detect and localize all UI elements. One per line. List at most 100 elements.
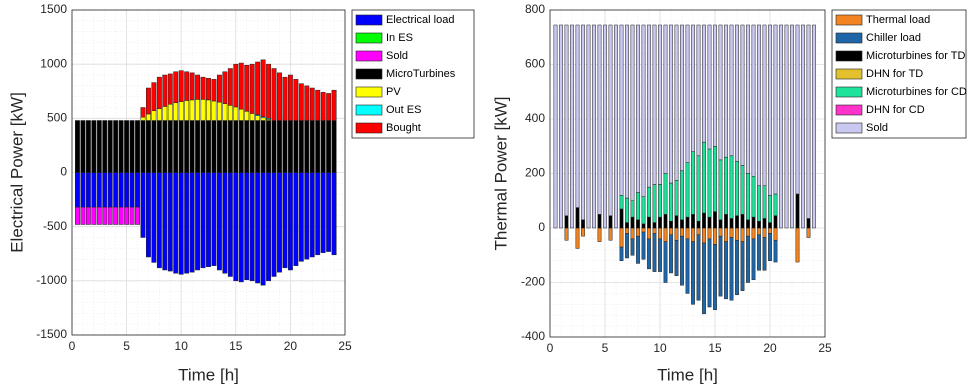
bar-segment — [222, 120, 228, 173]
bar-segment — [266, 63, 271, 119]
bar-segment — [211, 172, 217, 266]
bar-segment — [140, 172, 146, 238]
bar-segment — [244, 111, 250, 121]
bar-segment — [178, 70, 184, 102]
bar-segment — [184, 172, 190, 274]
bar-segment — [724, 24, 728, 158]
bar-segment — [167, 120, 173, 173]
bar-segment — [685, 216, 690, 229]
legend-swatch — [355, 68, 383, 80]
y-tick-label: 800 — [525, 2, 545, 16]
bar-segment — [260, 120, 266, 173]
bar-segment — [575, 227, 580, 249]
bar-segment — [680, 235, 684, 286]
bar-segment — [696, 220, 701, 229]
bar-segment — [619, 246, 624, 261]
bar-segment — [151, 82, 157, 112]
bar-segment — [266, 120, 271, 173]
bar-segment — [625, 197, 629, 223]
legend-label: Microturbines for CD — [866, 86, 967, 98]
bar-segment — [718, 235, 723, 297]
bar-segment — [581, 24, 585, 221]
bar-segment — [271, 172, 277, 277]
bar-segment — [271, 68, 277, 121]
bar-segment — [773, 227, 778, 241]
bar-segment — [669, 24, 673, 184]
bar-segment — [195, 74, 201, 100]
bar-segment — [619, 227, 624, 248]
y-tick-label: 1500 — [40, 2, 67, 16]
bar-segment — [91, 206, 97, 225]
bar-segment — [227, 120, 233, 173]
legend-swatch — [835, 86, 863, 98]
bar-segment — [233, 63, 239, 108]
bar-segment — [189, 99, 195, 121]
bar-segment — [608, 215, 613, 229]
bar-segment — [674, 227, 679, 241]
bar-segment — [614, 24, 618, 229]
y-axis-label: Electrical Power [kW] — [7, 92, 26, 253]
x-tick-label: 25 — [338, 339, 352, 353]
bar-segment — [298, 120, 304, 173]
bar-segment — [244, 120, 250, 173]
bar-segment — [85, 120, 91, 173]
bar-segment — [592, 24, 596, 229]
bar-segment — [320, 120, 326, 173]
bar-segment — [129, 172, 135, 208]
bar-segment — [768, 227, 772, 234]
bar-segment — [293, 79, 299, 121]
bar-segment — [729, 237, 734, 301]
bar-segment — [266, 172, 271, 282]
bar-segment — [206, 120, 211, 173]
bar-segment — [304, 85, 310, 121]
bar-segment — [118, 172, 124, 208]
bar-segment — [75, 206, 80, 225]
bar-segment — [211, 100, 217, 121]
bar-segment — [762, 227, 767, 238]
bar-segment — [255, 61, 261, 115]
bar-segment — [277, 172, 282, 273]
y-tick-label: 600 — [525, 57, 545, 71]
bar-segment — [255, 120, 261, 173]
legend-swatch — [355, 32, 383, 44]
bar-segment — [326, 172, 332, 252]
bar-segment — [570, 24, 574, 229]
bar-segment — [107, 172, 113, 208]
bar-segment — [249, 63, 255, 114]
bar-segment — [608, 227, 613, 241]
bar-segment — [718, 227, 723, 237]
bar-segment — [216, 172, 222, 271]
bar-segment — [271, 120, 277, 173]
bar-segment — [206, 99, 211, 121]
bar-segment — [260, 172, 266, 286]
bar-segment — [102, 206, 108, 225]
bar-segment — [227, 172, 233, 277]
bar-segment — [162, 172, 168, 271]
bar-segment — [619, 195, 624, 210]
bar-segment — [658, 227, 662, 240]
legend-label: Sold — [386, 50, 408, 62]
bar-segment — [718, 24, 723, 161]
bar-segment — [773, 193, 778, 216]
bar-segment — [216, 74, 222, 103]
bar-segment — [107, 206, 113, 225]
chart: -1500 -1000 -500 0 500 1000 1500 0 5 10 15 20 25 Time… — [7, 2, 475, 384]
y-tick-label: -500 — [43, 219, 67, 233]
bar-segment — [647, 238, 651, 270]
bar-segment — [696, 155, 701, 222]
bar-segment — [702, 141, 706, 214]
bar-segment — [696, 234, 701, 301]
bar-segment — [669, 220, 673, 229]
bar-segment — [113, 172, 119, 208]
bar-segment — [729, 155, 734, 219]
bar-segment — [146, 113, 151, 121]
bar-segment — [674, 180, 679, 216]
bar-segment — [206, 172, 211, 267]
bar-segment — [564, 215, 569, 229]
bar-segment — [685, 227, 690, 240]
bar-segment — [195, 172, 201, 271]
bar-segment — [102, 172, 108, 208]
bar-segment — [167, 104, 173, 121]
bar-segment — [173, 102, 179, 121]
bar-segment — [331, 89, 337, 121]
